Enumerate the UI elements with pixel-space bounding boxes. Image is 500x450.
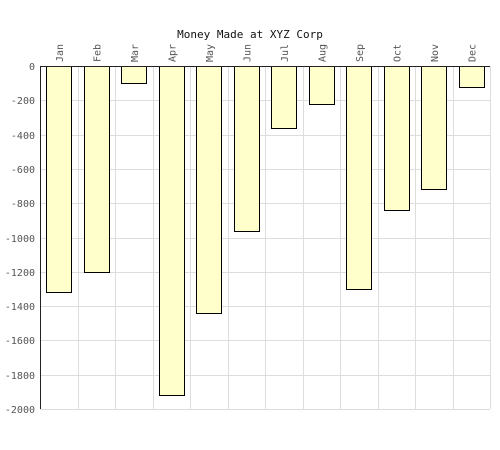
y-tick-label: -600	[11, 165, 35, 176]
bar-jan	[46, 66, 72, 293]
y-tick-label: -1000	[5, 234, 35, 245]
y-tick-label: -1400	[5, 302, 35, 313]
axes	[40, 66, 490, 409]
bar-aug	[309, 66, 335, 105]
y-tick-label: 0	[29, 62, 35, 73]
y-tick-label: -200	[11, 96, 35, 107]
x-tick-label: Sep	[355, 44, 366, 62]
y-tick-label: -1800	[5, 371, 35, 382]
bar-oct	[384, 66, 410, 211]
x-tick-label: Aug	[317, 44, 328, 62]
bar-mar	[121, 66, 147, 84]
bar-jun	[234, 66, 260, 232]
x-tick-label: Jun	[242, 44, 253, 62]
x-tick-label: Feb	[92, 44, 103, 62]
y-tick-label: -400	[11, 131, 35, 142]
bar-may	[196, 66, 222, 314]
bar-feb	[84, 66, 110, 273]
grid	[40, 66, 491, 410]
x-tick-label: Dec	[467, 44, 478, 62]
x-tick-label: Jul	[280, 44, 291, 62]
y-tick-label: -2000	[5, 405, 35, 416]
x-tick-label: Mar	[130, 44, 141, 62]
y-tick-labels: 0 -200 -400 -600 -800 -1000 -1200 -1400 -1600 -18…	[5, 62, 35, 416]
x-tick-label: Jan	[55, 44, 66, 62]
x-tick-labels: Jan Feb Mar Apr May Jun Jul Aug Sep Oct Nov Dec	[55, 44, 479, 62]
bar-sep	[346, 66, 372, 290]
x-tick-label: Apr	[167, 44, 178, 62]
y-tick-label: -1600	[5, 336, 35, 347]
bar-apr	[159, 66, 185, 396]
bar-dec	[459, 66, 485, 88]
x-tick-label: May	[205, 44, 216, 62]
bar-nov	[421, 66, 447, 190]
x-tick-label: Nov	[430, 44, 441, 62]
x-tick-label: Oct	[392, 44, 403, 62]
bar-jul	[271, 66, 297, 129]
y-tick-label: -1200	[5, 268, 35, 279]
chart-title: Money Made at XYZ Corp	[177, 28, 323, 41]
y-tick-label: -800	[11, 199, 35, 210]
